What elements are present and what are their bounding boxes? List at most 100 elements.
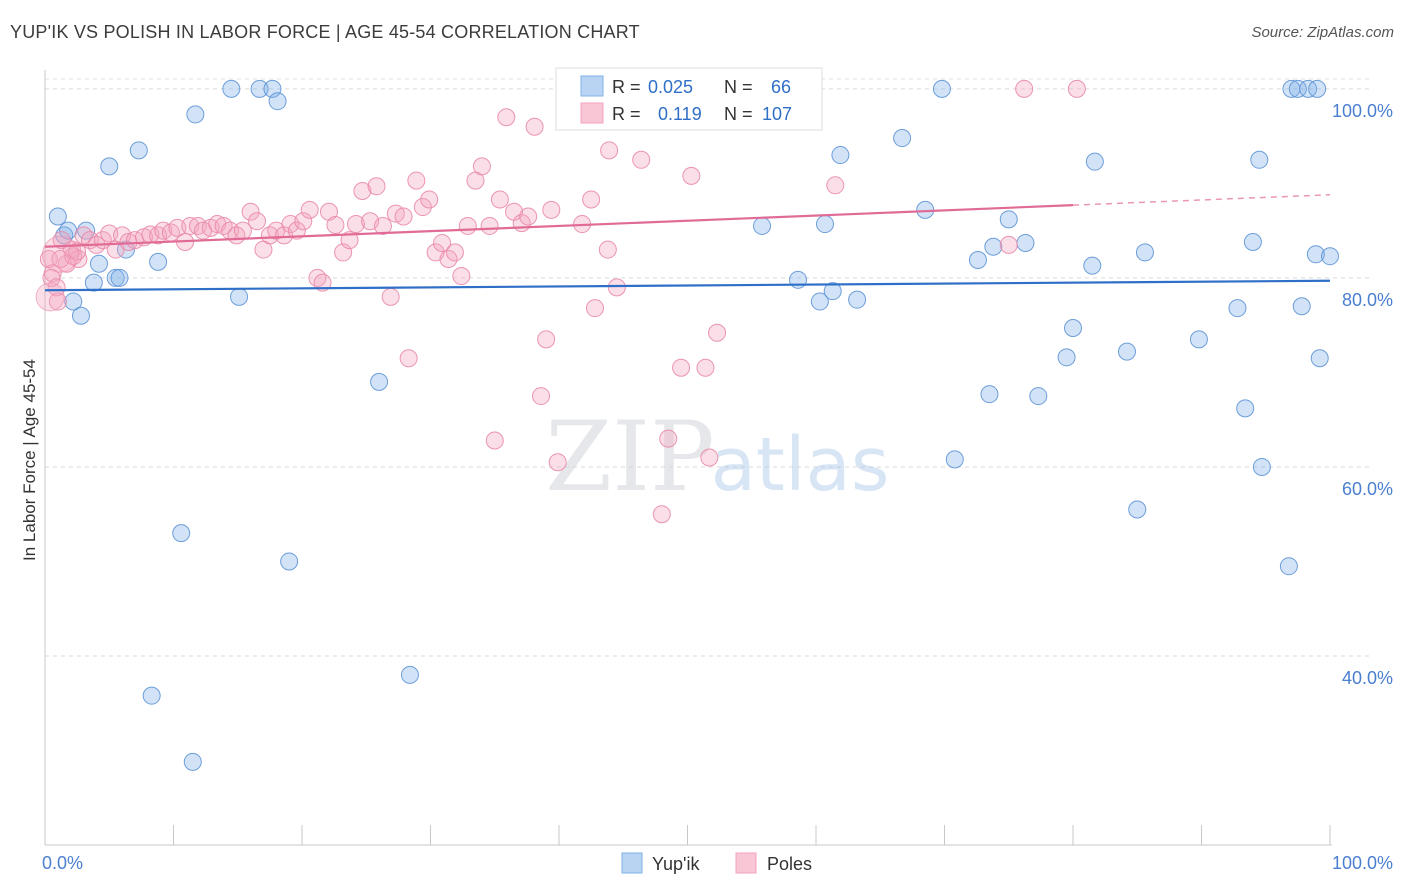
point-yupik bbox=[116, 240, 135, 259]
point-yupik bbox=[968, 250, 987, 269]
point-yupik bbox=[172, 524, 191, 543]
legend-swatch-yupik bbox=[621, 852, 643, 874]
point-poles bbox=[445, 243, 464, 262]
point-poles bbox=[585, 299, 604, 318]
point-yupik bbox=[230, 287, 249, 306]
chart-title: YUP'IK VS POLISH IN LABOR FORCE | AGE 45… bbox=[10, 22, 640, 42]
axes-layer bbox=[44, 70, 1332, 846]
point-yupik bbox=[400, 665, 419, 684]
point-poles bbox=[373, 216, 392, 235]
stats-legend-r-value: 0.025 bbox=[648, 77, 693, 97]
point-poles bbox=[652, 505, 671, 524]
point-yupik bbox=[980, 385, 999, 404]
point-poles bbox=[582, 190, 601, 209]
point-poles bbox=[708, 323, 727, 342]
grid-layer bbox=[45, 78, 1370, 657]
series-legend: Yup'ik Poles bbox=[621, 852, 812, 874]
point-poles bbox=[519, 207, 538, 226]
point-yupik bbox=[1250, 150, 1269, 169]
stats-legend-r-value: 0.119 bbox=[658, 104, 702, 124]
point-poles bbox=[241, 202, 260, 221]
point-poles bbox=[682, 166, 701, 185]
point-poles bbox=[260, 226, 279, 245]
stats-legend-n-label: N = bbox=[724, 77, 753, 97]
point-yupik bbox=[815, 215, 834, 234]
point-yupik bbox=[1321, 247, 1339, 266]
point-poles bbox=[542, 200, 561, 219]
point-poles bbox=[700, 448, 719, 467]
point-yupik bbox=[222, 79, 241, 98]
trendline-poles bbox=[44, 204, 1074, 248]
point-yupik bbox=[129, 141, 148, 160]
point-poles bbox=[74, 226, 93, 245]
point-poles bbox=[452, 267, 471, 286]
point-yupik bbox=[1135, 243, 1154, 262]
point-poles bbox=[696, 358, 715, 377]
point-yupik bbox=[1029, 387, 1048, 406]
point-poles bbox=[659, 429, 678, 448]
point-poles bbox=[548, 453, 567, 472]
point-yupik bbox=[89, 254, 108, 273]
point-poles bbox=[537, 330, 556, 349]
point-poles bbox=[672, 358, 691, 377]
legend-swatch-poles bbox=[735, 852, 757, 874]
point-poles bbox=[353, 181, 372, 200]
tick-label-layer: 40.0% 60.0% 80.0% 100.0% 0.0% 100.0% bbox=[42, 101, 1393, 873]
x-tick-label: 0.0% bbox=[42, 853, 83, 873]
point-poles bbox=[826, 176, 845, 195]
point-yupik bbox=[1279, 557, 1298, 576]
point-yupik bbox=[753, 216, 772, 235]
point-poles bbox=[48, 292, 67, 311]
y-tick-label: 60.0% bbox=[1342, 479, 1393, 499]
stats-legend-r-label: R = bbox=[612, 77, 641, 97]
point-poles bbox=[381, 287, 400, 306]
point-poles bbox=[308, 268, 327, 287]
point-yupik bbox=[1308, 79, 1327, 98]
point-poles bbox=[313, 273, 332, 292]
point-yupik bbox=[110, 268, 129, 287]
point-poles bbox=[433, 233, 452, 252]
point-yupik bbox=[149, 252, 168, 271]
point-yupik bbox=[1292, 297, 1311, 316]
legend-label-yupik: Yup'ik bbox=[652, 854, 700, 874]
point-poles bbox=[413, 198, 432, 217]
point-poles bbox=[407, 171, 426, 190]
point-poles bbox=[154, 221, 173, 240]
point-yupik bbox=[1243, 233, 1262, 252]
point-yupik bbox=[1057, 348, 1076, 367]
point-yupik bbox=[1310, 349, 1329, 368]
point-poles bbox=[598, 240, 617, 259]
point-poles bbox=[399, 349, 418, 368]
point-yupik bbox=[999, 210, 1018, 229]
stats-legend-r-label: R = bbox=[612, 104, 641, 124]
stats-legend-n-value: 66 bbox=[771, 77, 791, 97]
x-tick-label: 100.0% bbox=[1332, 853, 1393, 873]
point-poles bbox=[600, 141, 619, 160]
point-poles bbox=[287, 221, 306, 240]
point-yupik bbox=[1083, 256, 1102, 275]
y-tick-label: 80.0% bbox=[1342, 290, 1393, 310]
trend-layer bbox=[44, 194, 1331, 292]
point-poles bbox=[420, 190, 439, 209]
y-axis-label: In Labor Force | Age 45-54 bbox=[20, 359, 39, 561]
point-poles bbox=[367, 177, 386, 196]
stats-legend-n-value: 107 bbox=[762, 104, 792, 124]
point-yupik bbox=[1016, 233, 1035, 252]
point-yupik bbox=[945, 450, 964, 469]
point-poles bbox=[340, 231, 359, 250]
trendline-poles-extension bbox=[1072, 194, 1331, 206]
point-yupik bbox=[106, 268, 125, 287]
point-yupik bbox=[932, 79, 951, 98]
point-poles bbox=[632, 150, 651, 169]
point-yupik bbox=[1189, 330, 1208, 349]
point-yupik bbox=[1117, 342, 1136, 361]
point-yupik bbox=[1236, 399, 1255, 418]
point-yupik bbox=[71, 306, 90, 325]
point-poles bbox=[480, 216, 499, 235]
point-poles bbox=[394, 207, 413, 226]
point-yupik bbox=[186, 105, 205, 124]
point-poles bbox=[52, 231, 71, 250]
point-yupik bbox=[831, 146, 850, 165]
point-yupik bbox=[142, 686, 161, 705]
